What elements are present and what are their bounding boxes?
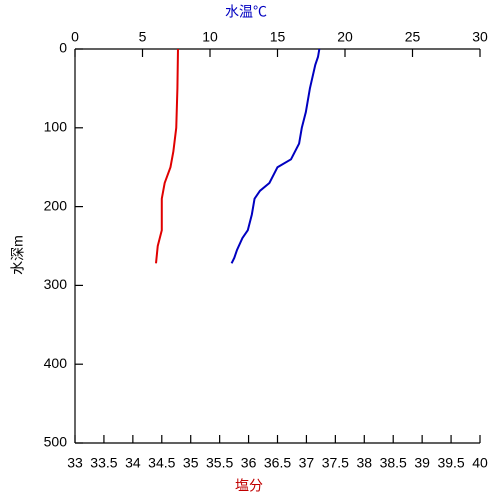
x2-tick-label: 0 [71,29,79,45]
y-tick-label: 0 [59,40,67,56]
x-tick-label: 39.5 [437,455,464,471]
y-tick-label: 200 [44,197,68,213]
x-tick-label: 37.5 [322,455,349,471]
x-tick-label: 40 [472,455,488,471]
x-axis-label: 塩分 [235,478,263,494]
x-tick-label: 35.5 [206,455,233,471]
y-tick-label: 500 [44,434,68,450]
x-tick-label: 37 [299,455,315,471]
x2-tick-label: 20 [337,29,353,45]
x2-tick-label: 5 [139,29,147,45]
x2-axis-label: 水温℃ [225,4,267,20]
x-tick-label: 34.5 [148,455,175,471]
x-tick-label: 38.5 [380,455,407,471]
x-tick-label: 33 [67,455,83,471]
y-axis-label: 水深m [10,235,26,275]
x2-tick-label: 25 [405,29,421,45]
x-tick-label: 39 [414,455,430,471]
x-tick-label: 36 [241,455,257,471]
x-tick-label: 33.5 [90,455,117,471]
y-tick-label: 300 [44,276,68,292]
x-tick-label: 36.5 [264,455,291,471]
x-tick-label: 35 [183,455,199,471]
x-tick-label: 38 [356,455,372,471]
x2-tick-label: 30 [472,29,488,45]
x2-tick-label: 10 [202,29,218,45]
x-tick-label: 34 [125,455,141,471]
y-tick-label: 100 [44,119,68,135]
x2-tick-label: 15 [270,29,286,45]
profile-line [155,48,179,264]
y-tick-label: 400 [44,355,68,371]
profile-line [230,48,321,264]
